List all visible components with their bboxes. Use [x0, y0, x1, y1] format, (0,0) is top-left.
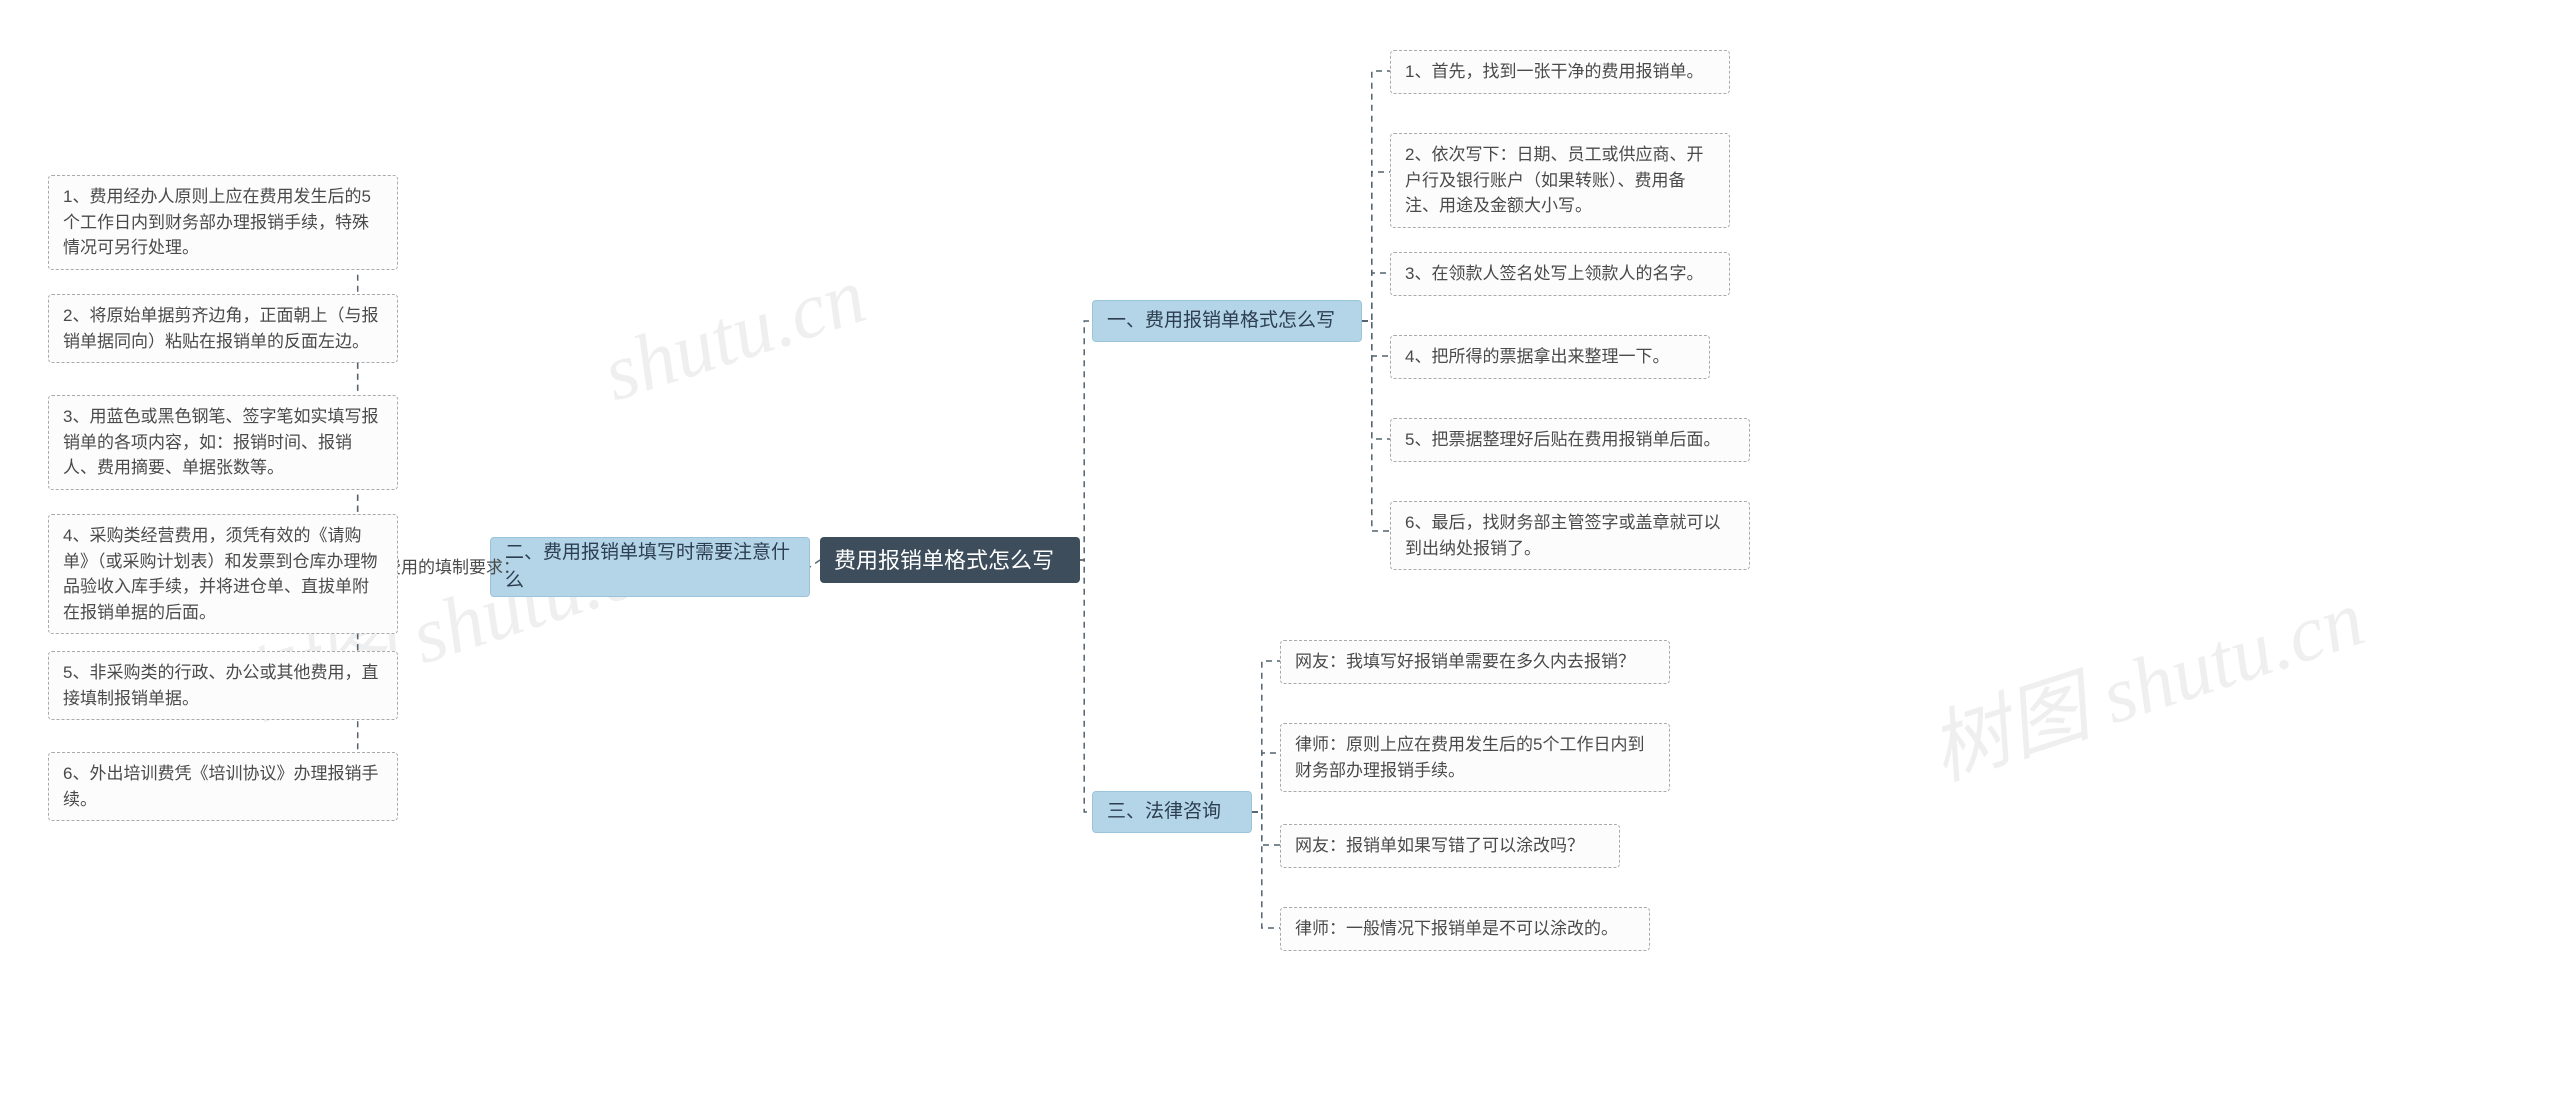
mindmap-canvas: 树图 shutu.cn shutu.cn 树图 shutu.cn 费用报销单格式… [0, 0, 2560, 1119]
root-node[interactable]: 费用报销单格式怎么写 [820, 537, 1080, 583]
branch-node-3[interactable]: 三、法律咨询 [1092, 791, 1252, 833]
branch-node-1[interactable]: 一、费用报销单格式怎么写 [1092, 300, 1362, 342]
leaf-node[interactable]: 1、费用经办人原则上应在费用发生后的5个工作日内到财务部办理报销手续，特殊情况可… [48, 175, 398, 270]
leaf-node[interactable]: 网友：报销单如果写错了可以涂改吗？ [1280, 824, 1620, 868]
leaf-node[interactable]: 5、非采购类的行政、办公或其他费用，直接填制报销单据。 [48, 651, 398, 720]
leaf-node[interactable]: 2、将原始单据剪齐边角，正面朝上（与报销单据同向）粘贴在报销单的反面左边。 [48, 294, 398, 363]
leaf-node[interactable]: 6、最后，找财务部主管签字或盖章就可以到出纳处报销了。 [1390, 501, 1750, 570]
leaf-node[interactable]: 3、用蓝色或黑色钢笔、签字笔如实填写报销单的各项内容，如：报销时间、报销人、费用… [48, 395, 398, 490]
leaf-node[interactable]: 4、把所得的票据拿出来整理一下。 [1390, 335, 1710, 379]
leaf-node[interactable]: 律师：一般情况下报销单是不可以涂改的。 [1280, 907, 1650, 951]
leaf-node[interactable]: 4、采购类经营费用，须凭有效的《请购单》（或采购计划表）和发票到仓库办理物品验收… [48, 514, 398, 634]
leaf-node[interactable]: 3、在领款人签名处写上领款人的名字。 [1390, 252, 1730, 296]
leaf-node[interactable]: 律师：原则上应在费用发生后的5个工作日内到财务部办理报销手续。 [1280, 723, 1670, 792]
leaf-node[interactable]: 5、把票据整理好后贴在费用报销单后面。 [1390, 418, 1750, 462]
leaf-node[interactable]: 1、首先，找到一张干净的费用报销单。 [1390, 50, 1730, 94]
watermark: shutu.cn [593, 251, 877, 421]
leaf-node[interactable]: 网友：我填写好报销单需要在多久内去报销？ [1280, 640, 1670, 684]
leaf-node[interactable]: 6、外出培训费凭《培训协议》办理报销手续。 [48, 752, 398, 821]
watermark: 树图 shutu.cn [1913, 553, 2376, 802]
leaf-node[interactable]: 2、依次写下：日期、员工或供应商、开户行及银行账户（如果转账）、费用备注、用途及… [1390, 133, 1730, 228]
branch-node-2[interactable]: 二、费用报销单填写时需要注意什么 [490, 537, 810, 597]
